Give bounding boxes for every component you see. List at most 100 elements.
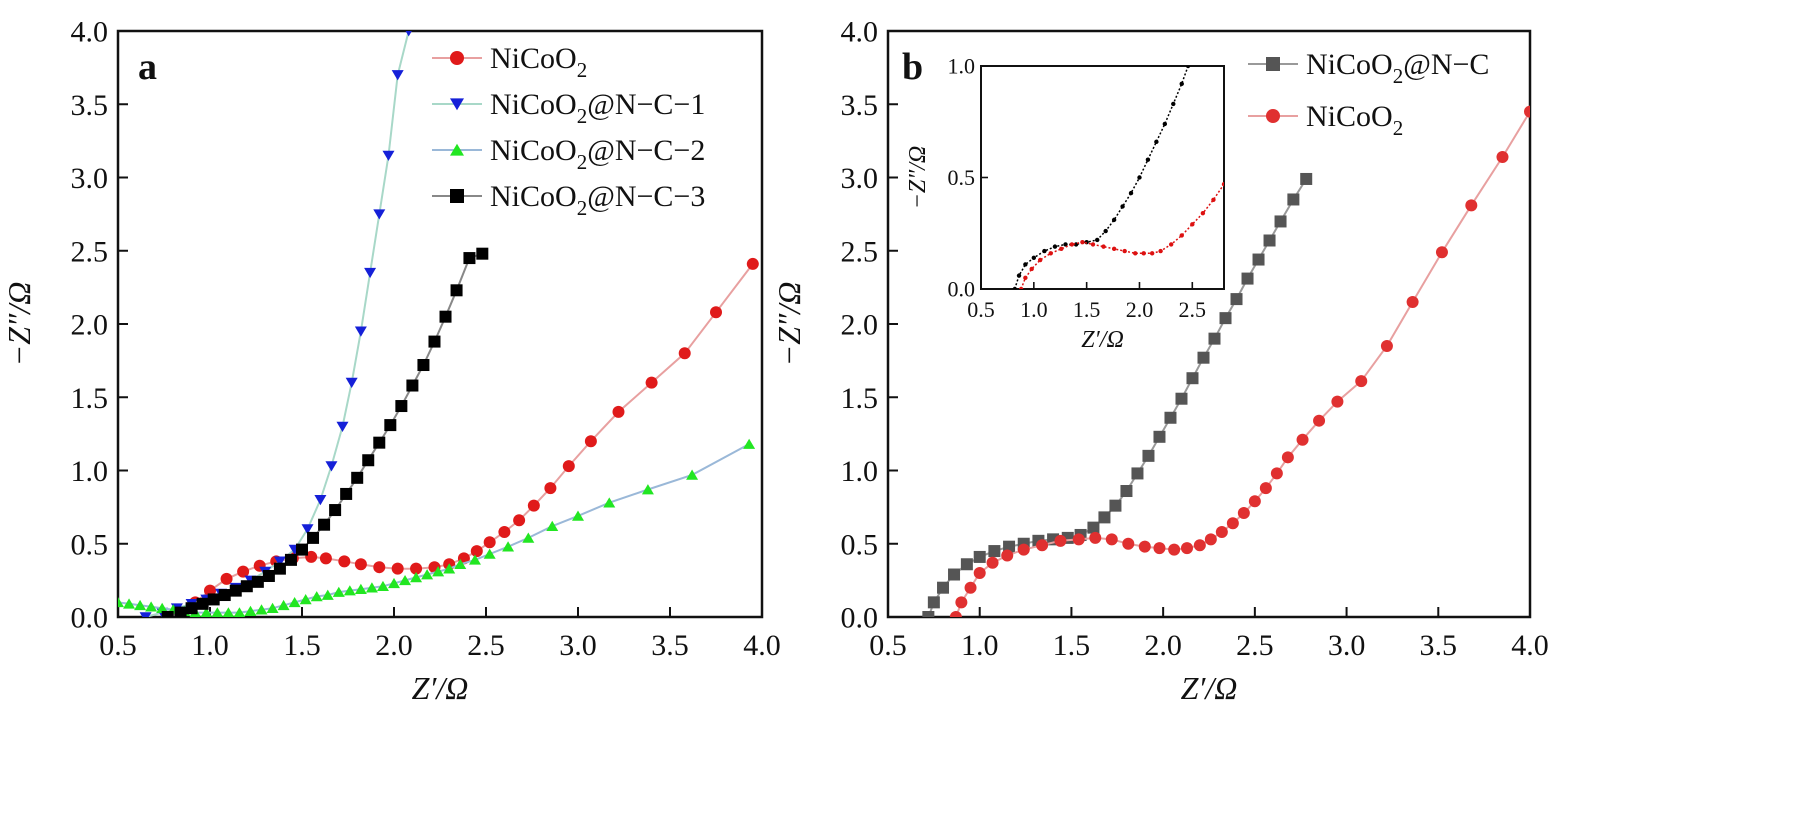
- data-point-nicoo2: [237, 565, 250, 578]
- data-point-nicoo2-n-c-2: [134, 599, 147, 611]
- data-point-nicoo2: [220, 572, 233, 585]
- data-point-nicoo2: [1380, 339, 1393, 352]
- data-point-nicoo2: [1122, 537, 1135, 550]
- data-point-inset-nicoo2-n-c: [1012, 286, 1018, 289]
- data-point-nicoo2-n-c-3: [161, 611, 174, 617]
- data-point-nicoo2-n-c: [960, 558, 973, 571]
- y-tick-label: 1.0: [841, 455, 879, 488]
- data-point-nicoo2-n-c-3: [318, 518, 331, 531]
- legend-marker-nicoo2-n-c: [1266, 57, 1280, 71]
- data-point-nicoo2-n-c-2: [546, 520, 559, 531]
- data-point-nicoo2-n-c-3: [362, 454, 375, 467]
- data-point-nicoo2: [1355, 375, 1368, 388]
- x-tick-label: 1.5: [1053, 629, 1091, 662]
- data-point-nicoo2-n-c-3: [218, 589, 231, 602]
- data-point-inset-nicoo2: [1029, 266, 1034, 272]
- data-point-nicoo2-n-c-1: [391, 70, 404, 81]
- data-point-nicoo2-n-c-2: [321, 589, 334, 600]
- y-tick-label: 1.0: [71, 455, 109, 488]
- data-point-nicoo2-n-c-2: [432, 566, 445, 577]
- data-point-nicoo2-n-c-2: [641, 484, 654, 495]
- data-point-nicoo2-n-c-3: [450, 284, 463, 297]
- data-point-nicoo2-n-c-3: [476, 247, 489, 260]
- data-point-nicoo2: [1313, 414, 1326, 427]
- data-point-nicoo2-n-c-3: [185, 602, 198, 615]
- y-tick-label: 0.0: [71, 602, 109, 635]
- data-point-nicoo2-n-c-2: [388, 577, 400, 589]
- data-point-nicoo2: [1270, 467, 1283, 480]
- data-point-nicoo2: [1017, 543, 1030, 556]
- data-point-inset-nicoo2-n-c: [1185, 66, 1191, 69]
- y-tick-label: 3.0: [841, 162, 879, 195]
- y-axis-label: −Z″/Ω: [771, 282, 807, 367]
- inset-background: [981, 66, 1224, 289]
- data-point-nicoo2-n-c-2: [468, 554, 481, 565]
- x-tick-label: 4.0: [743, 629, 781, 662]
- data-point-nicoo2-n-c-1: [345, 377, 358, 388]
- data-point-nicoo2-n-c: [1300, 172, 1313, 185]
- data-point-nicoo2: [1105, 533, 1118, 546]
- data-point-nicoo2-n-c-3: [307, 531, 320, 544]
- data-point-nicoo2-n-c-3: [273, 562, 286, 575]
- data-point-nicoo2-n-c: [1131, 467, 1144, 480]
- data-point-nicoo2-n-c-3: [373, 436, 386, 449]
- data-point-nicoo2-n-c-1: [301, 524, 314, 535]
- legend-label-nicoo2-n-c-3: NiCoO2@N−C−3: [490, 180, 705, 220]
- data-point-nicoo2-n-c: [1120, 485, 1133, 498]
- data-point-nicoo2: [354, 558, 367, 571]
- data-point-nicoo2-n-c-2: [376, 580, 389, 592]
- data-point-nicoo2: [470, 545, 483, 558]
- data-point-nicoo2: [391, 562, 404, 575]
- data-point-inset-nicoo2: [1200, 210, 1206, 216]
- y-tick-label: 2.5: [841, 235, 879, 268]
- data-point-nicoo2-n-c-3: [439, 310, 452, 323]
- x-axis-label: Z′/Ω: [1181, 670, 1238, 706]
- inset-x-tick-label: 2.5: [1179, 297, 1207, 322]
- data-point-inset-nicoo2: [1111, 246, 1117, 252]
- panel-letter: b: [902, 46, 923, 88]
- data-point-nicoo2: [1153, 542, 1166, 555]
- data-point-nicoo2-n-c-2: [354, 583, 367, 594]
- data-point-inset-nicoo2: [1141, 251, 1146, 256]
- data-point-nicoo2: [612, 405, 625, 418]
- data-point-nicoo2-n-c: [1208, 332, 1221, 345]
- data-point-inset-nicoo2: [1221, 181, 1224, 187]
- data-point-nicoo2-n-c-2: [399, 574, 412, 586]
- data-point-nicoo2-n-c: [1287, 193, 1300, 206]
- x-tick-label: 3.0: [559, 629, 597, 662]
- legend-marker-nicoo2-n-c-1: [450, 98, 464, 111]
- data-point-nicoo2: [319, 552, 332, 565]
- data-point-inset-nicoo2: [1101, 244, 1106, 249]
- data-point-nicoo2-n-c-2: [522, 532, 535, 543]
- data-point-nicoo2-n-c-2: [123, 598, 136, 609]
- y-tick-label: 4.0: [841, 16, 879, 49]
- data-point-nicoo2-n-c-1: [139, 612, 152, 617]
- series-nicoo2: [189, 257, 759, 609]
- data-point-nicoo2: [710, 306, 722, 319]
- series-inset-nicoo2-n-c: [1012, 66, 1191, 289]
- x-tick-label: 2.0: [1144, 629, 1182, 662]
- data-point-nicoo2: [1001, 549, 1014, 562]
- panel-letter: a: [138, 46, 157, 88]
- series-line-inset-nicoo2: [1020, 183, 1224, 289]
- chart-panel-b: 0.5 1.0 1.5 2.0 2.5 3.0 3.5 4.00.00.51.01.52.02…: [771, 16, 1549, 707]
- legend-marker-nicoo2: [450, 51, 464, 65]
- data-point-nicoo2: [513, 514, 526, 527]
- data-point-nicoo2-n-c-3: [351, 471, 364, 484]
- legend-label-nicoo2: NiCoO2: [1306, 100, 1403, 140]
- legend-marker-nicoo2-n-c-3: [450, 189, 464, 203]
- data-point-inset-nicoo2: [1211, 197, 1216, 202]
- data-point-inset-nicoo2-n-c: [1128, 190, 1134, 196]
- data-point-nicoo2-n-c-2: [145, 601, 158, 612]
- data-point-nicoo2-n-c-2: [603, 497, 616, 508]
- inset-x-axis-label: Z′/Ω: [1081, 327, 1124, 353]
- data-point-nicoo2-n-c-1: [273, 556, 286, 567]
- data-point-nicoo2-n-c: [1164, 411, 1177, 424]
- data-point-nicoo2: [678, 347, 691, 360]
- data-point-nicoo2-n-c-2: [483, 548, 496, 559]
- data-point-inset-nicoo2: [1149, 251, 1155, 256]
- data-point-nicoo2-n-c-2: [332, 586, 345, 597]
- y-tick-label: 1.5: [841, 382, 879, 415]
- data-point-nicoo2-n-c-2: [365, 582, 378, 593]
- data-point-nicoo2: [645, 376, 658, 389]
